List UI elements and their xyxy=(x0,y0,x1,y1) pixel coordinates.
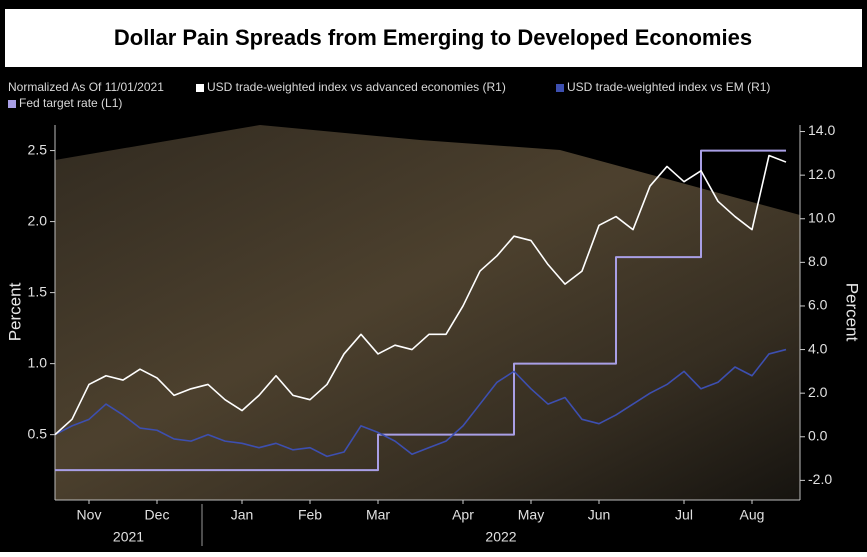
y2-tick-label: 4.0 xyxy=(808,340,828,356)
legend-label: USD trade-weighted index vs EM (R1) xyxy=(567,80,770,94)
y2-tick-label: 8.0 xyxy=(808,253,828,269)
legend-swatch xyxy=(8,100,16,108)
y2-tick-label: 12.0 xyxy=(808,166,835,182)
x-tick-label: Jan xyxy=(231,507,254,523)
y2-tick-label: -2.0 xyxy=(808,471,832,487)
y-tick-label: 0.5 xyxy=(28,425,48,441)
year-label: 2021 xyxy=(113,529,144,545)
y2-tick-label: 10.0 xyxy=(808,209,835,225)
legend-swatch xyxy=(196,84,204,92)
x-tick-label: Jul xyxy=(675,507,693,523)
legend-swatch xyxy=(556,84,564,92)
y-axis-title: Percent xyxy=(5,282,24,341)
y2-tick-label: 0.0 xyxy=(808,427,828,443)
y-tick-label: 1.5 xyxy=(28,283,48,299)
y-tick-label: 1.0 xyxy=(28,354,48,370)
year-label: 2022 xyxy=(485,529,516,545)
x-tick-label: Feb xyxy=(298,507,322,523)
legend-label: Fed target rate (L1) xyxy=(19,96,122,110)
x-tick-label: Nov xyxy=(77,507,102,523)
x-tick-label: Dec xyxy=(145,507,170,523)
series-line xyxy=(54,154,787,436)
x-tick-label: May xyxy=(518,507,544,523)
y2-tick-label: 14.0 xyxy=(808,122,835,138)
y2-tick-label: 2.0 xyxy=(808,384,828,400)
y2-tick-label: 6.0 xyxy=(808,297,828,313)
series-line xyxy=(54,348,787,458)
title-box xyxy=(3,7,864,69)
legend-label: USD trade-weighted index vs advanced eco… xyxy=(207,80,506,94)
photo-backdrop xyxy=(55,125,800,500)
x-tick-label: Apr xyxy=(452,507,474,523)
y-tick-label: 2.0 xyxy=(28,212,48,228)
subtitle: Normalized As Of 11/01/2021 xyxy=(8,80,164,94)
frame xyxy=(2,2,865,550)
series-line xyxy=(55,149,786,472)
x-tick-label: Mar xyxy=(366,507,390,523)
x-tick-label: Aug xyxy=(740,507,765,523)
y-tick-label: 2.5 xyxy=(28,141,48,157)
chart-title: Dollar Pain Spreads from Emerging to Dev… xyxy=(114,25,752,50)
x-tick-label: Jun xyxy=(588,507,611,523)
y2-axis-title: Percent xyxy=(843,283,862,342)
